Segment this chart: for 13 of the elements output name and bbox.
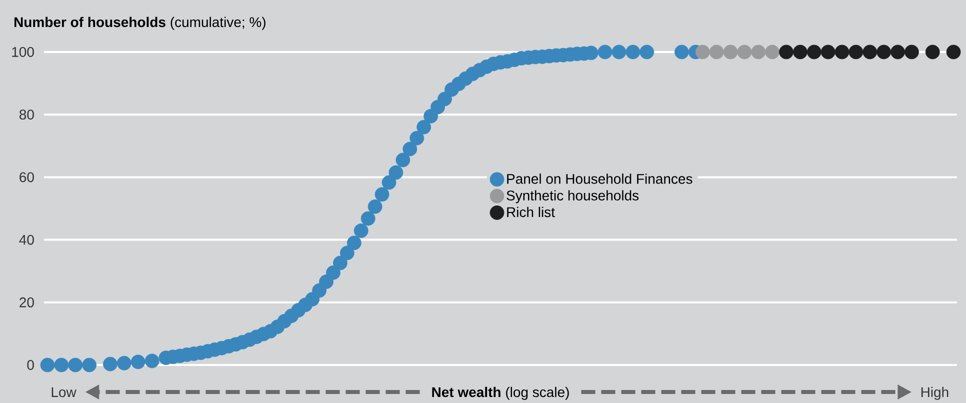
y-tick-label: 0 <box>27 360 34 370</box>
y-axis-title: Number of households (cumulative; %) <box>14 16 266 30</box>
y-tick-label: 20 <box>20 297 34 308</box>
y-tick-label: 80 <box>20 110 34 120</box>
legend-label: Synthetic households <box>506 190 639 204</box>
y-tick-label: 100 <box>12 46 34 57</box>
legend-label: Panel on Household Finances <box>507 173 692 184</box>
x-axis-title: Net wealth (log scale) <box>432 386 569 400</box>
y-tick-label: 40 <box>19 234 34 245</box>
y-tick-label: 60 <box>20 172 34 182</box>
text: High <box>921 386 948 400</box>
legend-label: Rich list <box>507 206 555 218</box>
text: Low <box>52 387 76 398</box>
